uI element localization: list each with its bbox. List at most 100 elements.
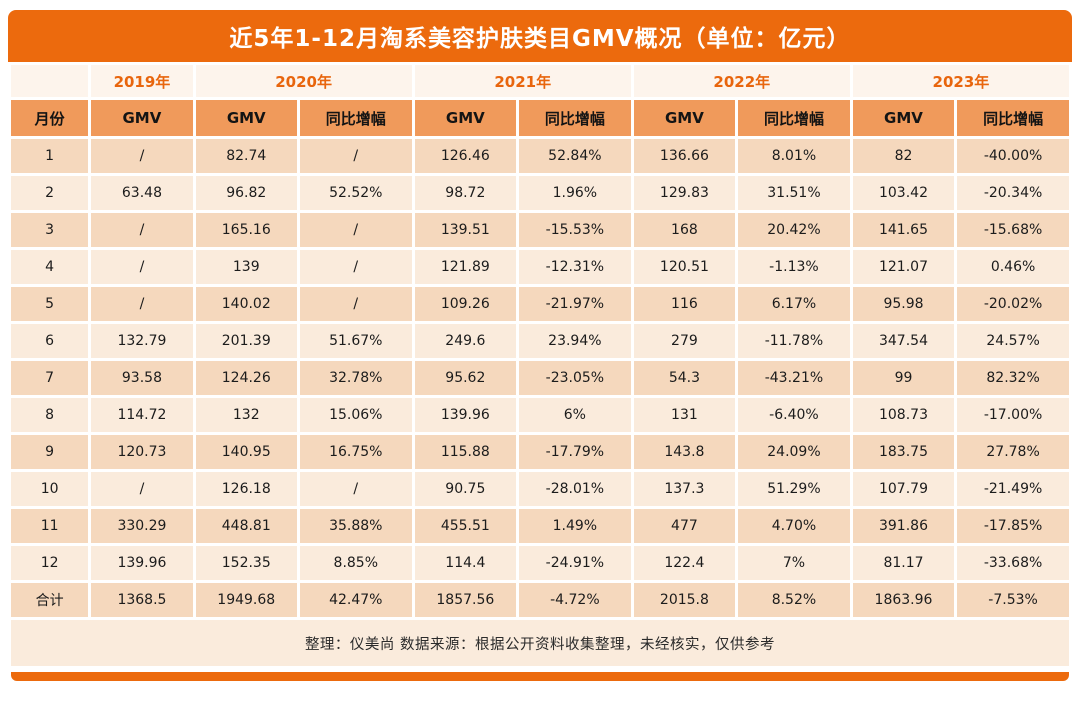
table-row: 4/139/121.89 -12.31% 120.51 -1.13% 121.07 0.4…: [11, 250, 1069, 284]
page-title: 近5年1-12月淘系美容护肤类目GMV概况（单位：亿元）: [8, 10, 1072, 62]
yoy-cell: -28.01%: [518, 472, 631, 506]
table-row: 8 114.72 132 15.06% 139.96 6% 131 -6.40% 108.73-…: [11, 398, 1069, 432]
year-header-2023: 2023年: [852, 65, 1069, 97]
total-label-cell: 合计: [11, 583, 89, 617]
yoy-cell: /: [299, 139, 412, 173]
gmv-cell: 139: [195, 250, 297, 284]
yoy-cell: -24.91%: [518, 546, 631, 580]
yoy-cell: -12.31%: [518, 250, 631, 284]
yoy-cell: 35.88%: [299, 509, 412, 543]
gmv-cell: 126.18: [195, 472, 297, 506]
gmv-cell: 448.81: [195, 509, 297, 543]
gmv-cell: 120.73: [91, 435, 193, 469]
gmv-cell: 1863.96: [852, 583, 955, 617]
gmv-table-body: 1/82.74/126.46 52.84% 136.66 8.01% 82 -40.00%…: [11, 139, 1069, 617]
table-row: 11 330.29 448.81 35.88% 455.51 1.49% 477 4.70% 3…: [11, 509, 1069, 543]
yoy-cell: 1.49%: [518, 509, 631, 543]
yoy-cell: /: [299, 213, 412, 247]
gmv-cell: 90.75: [414, 472, 516, 506]
col-header-gmv-2019: GMV: [91, 100, 193, 136]
gmv-cell: /: [91, 213, 193, 247]
gmv-cell: 103.42: [852, 176, 955, 210]
yoy-cell: 42.47%: [299, 583, 412, 617]
gmv-cell: 124.26: [195, 361, 297, 395]
yoy-cell: 8.52%: [738, 583, 850, 617]
month-cell: 7: [11, 361, 89, 395]
month-cell: 5: [11, 287, 89, 321]
gmv-cell: 107.79: [852, 472, 955, 506]
year-header-2020: 2020年: [195, 65, 412, 97]
gmv-cell: 131: [633, 398, 736, 432]
gmv-cell: 63.48: [91, 176, 193, 210]
yoy-cell: 31.51%: [738, 176, 850, 210]
gmv-cell: 1368.5: [91, 583, 193, 617]
yoy-cell: -6.40%: [738, 398, 850, 432]
month-cell: 11: [11, 509, 89, 543]
yoy-cell: -11.78%: [738, 324, 850, 358]
year-header-2021: 2021年: [414, 65, 631, 97]
gmv-cell: 95.62: [414, 361, 516, 395]
gmv-cell: 122.4: [633, 546, 736, 580]
gmv-cell: 140.02: [195, 287, 297, 321]
gmv-cell: 168: [633, 213, 736, 247]
gmv-cell: 137.3: [633, 472, 736, 506]
col-header-gmv-2020: GMV: [195, 100, 297, 136]
yoy-cell: -1.13%: [738, 250, 850, 284]
col-header-yoy-2020: 同比增幅: [299, 100, 412, 136]
yoy-cell: 52.52%: [299, 176, 412, 210]
bottom-accent-bar: [11, 672, 1069, 681]
month-cell: 2: [11, 176, 89, 210]
gmv-cell: 165.16: [195, 213, 297, 247]
gmv-cell: /: [91, 139, 193, 173]
gmv-cell: 132.79: [91, 324, 193, 358]
col-header-gmv-2021: GMV: [414, 100, 516, 136]
gmv-cell: 82: [852, 139, 955, 173]
yoy-cell: 4.70%: [738, 509, 850, 543]
gmv-cell: 120.51: [633, 250, 736, 284]
yoy-cell: 0.46%: [957, 250, 1069, 284]
gmv-cell: 2015.8: [633, 583, 736, 617]
yoy-cell: 20.42%: [738, 213, 850, 247]
month-cell: 10: [11, 472, 89, 506]
gmv-cell: 96.82: [195, 176, 297, 210]
gmv-cell: 139.96: [414, 398, 516, 432]
yoy-cell: -33.68%: [957, 546, 1069, 580]
gmv-cell: 152.35: [195, 546, 297, 580]
gmv-cell: 141.65: [852, 213, 955, 247]
yoy-cell: 23.94%: [518, 324, 631, 358]
yoy-cell: 6.17%: [738, 287, 850, 321]
yoy-cell: /: [299, 250, 412, 284]
gmv-cell: /: [91, 287, 193, 321]
gmv-cell: 1949.68: [195, 583, 297, 617]
yoy-cell: 7%: [738, 546, 850, 580]
gmv-cell: 139.96: [91, 546, 193, 580]
yoy-cell: -17.00%: [957, 398, 1069, 432]
gmv-cell: 116: [633, 287, 736, 321]
yoy-cell: -21.49%: [957, 472, 1069, 506]
gmv-cell: /: [91, 472, 193, 506]
month-cell: 12: [11, 546, 89, 580]
yoy-cell: -4.72%: [518, 583, 631, 617]
year-header-row: 2019年 2020年 2021年 2022年 2023年: [11, 65, 1069, 97]
gmv-cell: 249.6: [414, 324, 516, 358]
gmv-cell: 139.51: [414, 213, 516, 247]
gmv-cell: 136.66: [633, 139, 736, 173]
yoy-cell: 8.01%: [738, 139, 850, 173]
col-header-yoy-2022: 同比增幅: [738, 100, 850, 136]
gmv-cell: 201.39: [195, 324, 297, 358]
gmv-cell: 121.89: [414, 250, 516, 284]
yoy-cell: -7.53%: [957, 583, 1069, 617]
yoy-cell: -17.85%: [957, 509, 1069, 543]
table-row: 5/140.02/109.26 -21.97% 116 6.17% 95.98 -20.0…: [11, 287, 1069, 321]
yoy-cell: 24.57%: [957, 324, 1069, 358]
yoy-cell: 51.67%: [299, 324, 412, 358]
gmv-cell: 279: [633, 324, 736, 358]
gmv-cell: 143.8: [633, 435, 736, 469]
gmv-cell: 455.51: [414, 509, 516, 543]
col-header-gmv-2022: GMV: [633, 100, 736, 136]
gmv-cell: 126.46: [414, 139, 516, 173]
table-row: 9 120.73 140.95 16.75% 115.88 -17.79% 143.8 24.…: [11, 435, 1069, 469]
month-cell: 4: [11, 250, 89, 284]
yoy-cell: -20.34%: [957, 176, 1069, 210]
